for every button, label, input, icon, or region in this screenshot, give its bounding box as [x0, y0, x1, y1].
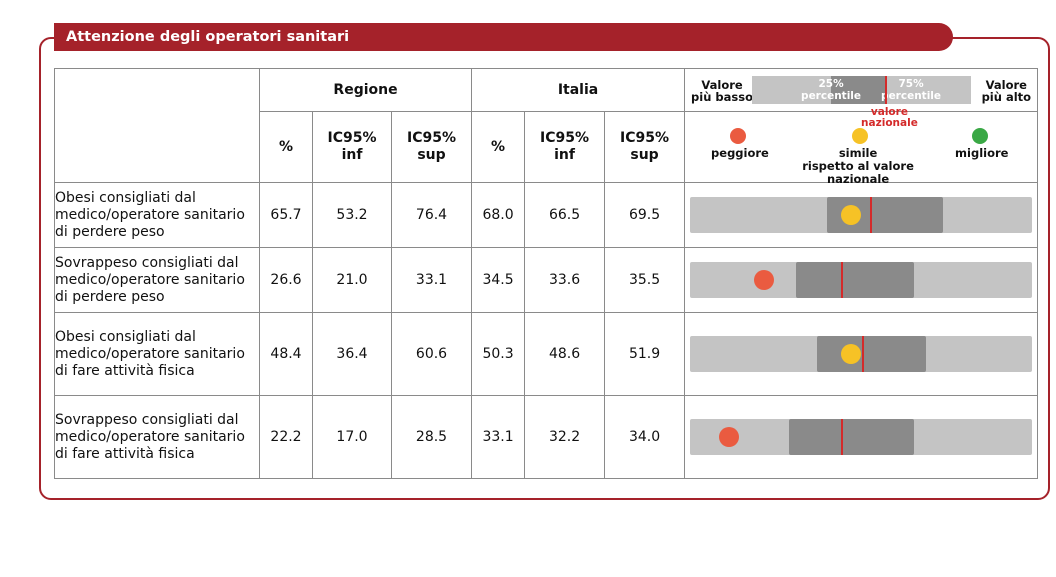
header-reg-inf: IC95% inf — [312, 111, 392, 183]
reg-sup-value: 76.4 — [390, 182, 473, 248]
reg-inf-value: 17.0 — [312, 395, 392, 479]
header-reg-pct: % — [259, 111, 313, 183]
reg-sup-value: 28.5 — [390, 395, 473, 479]
iqr-band — [816, 336, 927, 372]
ita-inf-value: 33.6 — [524, 247, 606, 313]
ita-pct-value: 50.3 — [471, 312, 526, 396]
header-ita-pct: % — [471, 111, 526, 183]
reg-inf-value: 53.2 — [312, 182, 392, 248]
legend-better-label: migliore — [955, 146, 1009, 160]
table-row: Sovrappeso consigliati dal medico/operat… — [54, 247, 1039, 313]
legend-bottom-cell: valore nazionale peggiore simile rispett… — [684, 107, 1039, 186]
legend-similar-text: simile — [838, 146, 878, 160]
region-value-dot — [840, 344, 861, 364]
region-value-dot — [753, 270, 774, 290]
range-track — [690, 262, 1033, 298]
ita-sup-value: 69.5 — [604, 182, 686, 248]
reg-pct-value: 48.4 — [259, 312, 313, 396]
legend-top-cell: Valore più basso 25% percentile 75% perc… — [684, 68, 1039, 112]
legend-national-label: valore nazionale — [861, 106, 918, 129]
table-row: Obesi consigliati dal medico/operatore s… — [54, 312, 1039, 396]
legend-iqr-bar — [831, 76, 888, 104]
region-value-dot — [719, 427, 740, 447]
table-row: Sovrappeso consigliati dal medico/operat… — [54, 395, 1039, 479]
legend-p25-label: 25% percentile — [801, 78, 862, 102]
ita-inf-value: 32.2 — [524, 395, 606, 479]
ita-sup-value: 35.5 — [604, 247, 686, 313]
ita-inf-value: 66.5 — [524, 182, 606, 248]
legend-worse-label: peggiore — [711, 146, 769, 160]
table-row: Obesi consigliati dal medico/operatore s… — [54, 182, 1039, 248]
range-bar-cell — [684, 312, 1039, 396]
ita-sup-value: 34.0 — [604, 395, 686, 479]
header-regione: Regione — [258, 68, 473, 112]
header-reg-sup: IC95% sup — [390, 111, 473, 183]
ita-pct-value: 68.0 — [471, 182, 526, 248]
similar-dot-icon — [852, 128, 869, 144]
legend-national-line — [885, 76, 888, 104]
row-label: Sovrappeso consigliati dal medico/operat… — [54, 247, 260, 313]
region-value-dot — [840, 205, 861, 225]
title-bar: Attenzione degli operatori sanitari — [54, 23, 953, 51]
range-track — [690, 336, 1033, 372]
legend-high-label: Valore più alto — [981, 78, 1032, 104]
header-italia: Italia — [471, 68, 686, 112]
header-ita-inf: IC95% inf — [524, 111, 606, 183]
reg-pct-value: 22.2 — [259, 395, 313, 479]
ita-pct-value: 34.5 — [471, 247, 526, 313]
national-value-line — [841, 262, 844, 298]
header-row-columns: % IC95% inf IC95% sup % IC95% inf IC95% … — [55, 107, 1039, 186]
indicator-table: Regione Italia Valore più basso 25% perc… — [54, 68, 1039, 479]
worse-dot-icon — [730, 128, 747, 144]
range-track — [690, 197, 1033, 233]
legend-low-label: Valore più basso — [691, 78, 753, 104]
legend-similar-label: simile rispetto al valore nazionale — [773, 147, 943, 186]
national-value-line — [841, 419, 844, 455]
row-label: Obesi consigliati dal medico/operatore s… — [54, 182, 260, 248]
range-bar-cell — [684, 182, 1039, 248]
header-ita-sup: IC95% sup — [604, 111, 686, 183]
national-value-line — [861, 336, 864, 372]
reg-sup-value: 60.6 — [390, 312, 473, 396]
national-value-line — [870, 197, 873, 233]
ita-inf-value: 48.6 — [524, 312, 606, 396]
range-bar-cell — [684, 395, 1039, 479]
header-empty — [54, 68, 260, 183]
panel-title: Attenzione degli operatori sanitari — [66, 29, 350, 45]
reg-inf-value: 36.4 — [312, 312, 392, 396]
row-label: Obesi consigliati dal medico/operatore s… — [54, 312, 260, 396]
iqr-band — [796, 262, 915, 298]
reg-inf-value: 21.0 — [312, 247, 392, 313]
reg-pct-value: 65.7 — [259, 182, 313, 248]
legend-p75-label: 75% percentile — [881, 78, 942, 102]
ita-sup-value: 51.9 — [604, 312, 686, 396]
reg-sup-value: 33.1 — [390, 247, 473, 313]
iqr-band — [789, 419, 915, 455]
reg-pct-value: 26.6 — [259, 247, 313, 313]
ita-pct-value: 33.1 — [471, 395, 526, 479]
better-dot-icon — [972, 128, 989, 144]
row-label: Sovrappeso consigliati dal medico/operat… — [54, 395, 260, 479]
range-bar-cell — [684, 247, 1039, 313]
range-track — [690, 419, 1033, 455]
